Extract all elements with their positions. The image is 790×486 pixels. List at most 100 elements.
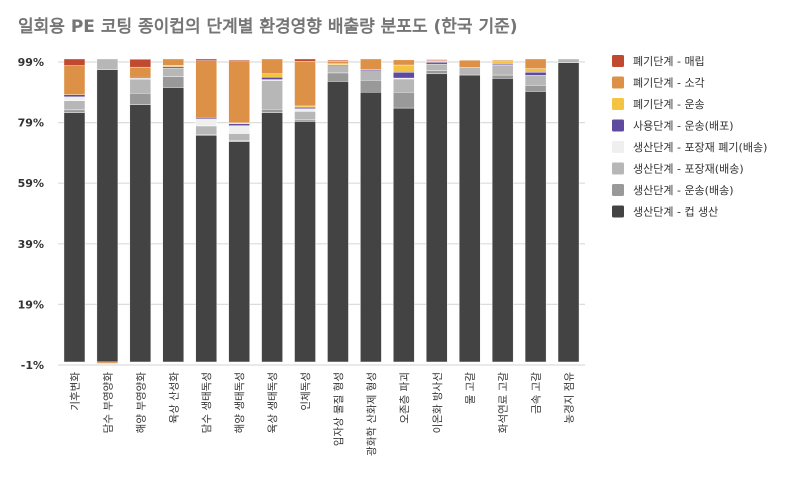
x-tick-label: 육상 생태독성 xyxy=(267,372,279,433)
legend-label: 생산단계 - 포장재 폐기(배송) xyxy=(633,141,767,154)
bar-segment xyxy=(129,93,152,105)
chart-title: 일회용 PE 코팅 종이컵의 단계별 환경영향 배출량 분포도 (한국 기준) xyxy=(18,17,518,37)
x-tick-label: 기후변화 xyxy=(69,372,81,411)
bar-segment xyxy=(228,141,250,363)
bar-segment xyxy=(360,70,382,81)
bar-segment xyxy=(261,73,283,78)
y-tick-label: -1% xyxy=(21,359,44,372)
bar-segment xyxy=(294,108,316,112)
x-tick-label: 물 고갈 xyxy=(464,372,477,405)
bar-segment xyxy=(294,58,316,62)
bar-segment xyxy=(393,59,415,66)
x-tick-label: 해양 생태독성 xyxy=(233,372,246,433)
bar-segment xyxy=(63,58,86,66)
bar-segment xyxy=(162,66,184,69)
bar-segment xyxy=(491,59,514,62)
bar-segment xyxy=(327,72,349,82)
bar-segment xyxy=(524,68,547,73)
bar-segment xyxy=(491,65,514,76)
x-tick-label: 인체독성 xyxy=(300,372,312,411)
bar-segment xyxy=(63,100,86,111)
x-tick-label: 이온화 방사선 xyxy=(432,372,444,433)
bar-segment xyxy=(162,87,184,363)
bar-segment xyxy=(459,67,481,76)
bar-segment xyxy=(228,123,250,126)
x-tick-label: 금속 고갈 xyxy=(530,372,543,414)
x-tick-label: 입자상 물질 형성 xyxy=(332,372,345,446)
bar-segment xyxy=(426,73,448,363)
bar-segment xyxy=(261,80,283,110)
y-tick-label: 59% xyxy=(18,177,44,190)
x-tick-label: 담수 생태독성 xyxy=(201,372,213,433)
bar-segment xyxy=(261,76,283,80)
bar-segment xyxy=(228,61,250,124)
bar-segment xyxy=(360,58,382,70)
legend-swatch xyxy=(612,98,624,110)
legend-swatch xyxy=(612,184,624,196)
bar-segment xyxy=(557,62,580,363)
legend-label: 폐기단계 - 운송 xyxy=(633,98,705,111)
bar-segment xyxy=(393,64,415,73)
bar-segment xyxy=(327,61,349,65)
legend-swatch xyxy=(612,162,624,175)
legend-label: 생산단계 - 컵 생산 xyxy=(633,206,718,219)
legend-swatch xyxy=(612,141,624,153)
bar-segment xyxy=(261,109,283,113)
y-tick-label: 79% xyxy=(18,117,44,130)
y-tick-label: 19% xyxy=(18,298,44,311)
legend-swatch xyxy=(612,76,624,89)
legend-swatch xyxy=(612,119,624,132)
bar-segment xyxy=(294,61,316,107)
legend-label: 폐기단계 - 소각 xyxy=(633,77,705,90)
legend-swatch xyxy=(612,55,624,67)
bar-segment xyxy=(491,74,514,79)
bar-segment xyxy=(63,112,86,363)
bar-segment xyxy=(327,59,349,62)
bar-segment xyxy=(393,92,415,109)
bar-segment xyxy=(129,59,152,68)
legend-label: 생산단계 - 포장재(배송) xyxy=(633,163,744,176)
legend-label: 폐기단계 - 매립 xyxy=(633,55,705,68)
bar-segment xyxy=(294,121,316,363)
bar-segment xyxy=(426,62,448,65)
bar-segment xyxy=(426,63,448,71)
bar-segment xyxy=(162,58,184,66)
legend-label: 생산단계 - 운송(배송) xyxy=(633,184,734,197)
bar-segment xyxy=(261,112,283,363)
bar-segment xyxy=(524,58,547,69)
bar-segment xyxy=(393,107,415,363)
bar-segment xyxy=(294,106,316,109)
bar-segment xyxy=(63,109,86,113)
bar-segment xyxy=(327,65,349,74)
bar-segment xyxy=(524,75,547,86)
bar-segment xyxy=(63,65,86,95)
bar-segment xyxy=(129,78,152,94)
bar-segment xyxy=(294,119,316,122)
bar-segment xyxy=(393,78,415,93)
bar-segment xyxy=(96,361,119,364)
bar-segment xyxy=(96,58,119,70)
bar-segment xyxy=(294,111,316,121)
bar-segment xyxy=(195,125,217,135)
bar-segment xyxy=(360,79,382,93)
bar-segment xyxy=(63,94,86,98)
bar-segment xyxy=(63,96,86,101)
bar-segment xyxy=(96,69,119,363)
bar-segment xyxy=(261,58,283,75)
bar-segment xyxy=(228,125,250,134)
x-tick-label: 광화학 산화제 형성 xyxy=(366,372,378,456)
bar-segment xyxy=(524,72,547,76)
bar-segment xyxy=(426,70,448,75)
y-tick-label: 39% xyxy=(18,238,44,251)
x-tick-label: 담수 부영양화 xyxy=(102,372,114,434)
legend-label: 사용단계 - 운송(배포) xyxy=(633,120,734,133)
bar-segment xyxy=(491,78,514,363)
x-tick-label: 해양 부영양화 xyxy=(134,372,147,434)
bar-segment xyxy=(129,104,152,363)
legend-swatch xyxy=(612,205,624,218)
bar-segment xyxy=(491,61,514,65)
bar-segment xyxy=(228,59,250,62)
bar-segment xyxy=(162,76,184,88)
bar-segment xyxy=(557,58,580,63)
